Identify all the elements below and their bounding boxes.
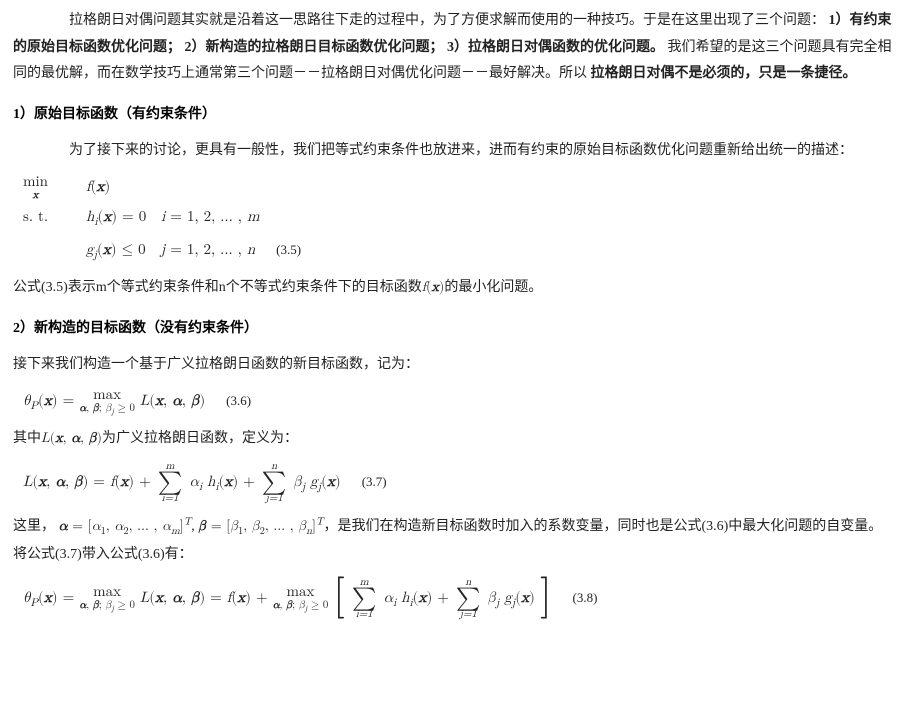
lagrangian-def-intro: 其中L(x, α, β)为广义拉格朗日函数，定义为： xyxy=(13,425,893,453)
plus: + xyxy=(437,590,454,605)
eq-number: (3.8) xyxy=(573,590,598,605)
max-label: max xyxy=(273,584,329,600)
eq-number: (3.7) xyxy=(362,474,387,489)
g-sub: j xyxy=(94,250,97,261)
text: 拉格朗日对偶问题其实就是沿着这一思路往下走的过程中，为了方便求解而使用的一种技巧… xyxy=(69,13,825,28)
sum1-bot: i=1 xyxy=(158,493,183,504)
eq35-explain: 公式(3.5)表示m个等式约束条件和n个不等式约束条件下的目标函数f(x)的最小… xyxy=(13,274,893,302)
bold-item2: 2）新构造的拉格朗日目标函数优化问题； xyxy=(185,40,444,55)
text: 其中 xyxy=(13,431,41,446)
bold-conclusion: 拉格朗日对偶不是必须的，只是一条捷径。 xyxy=(591,66,857,81)
equation-3-6: θP(x) = max α, β; βj ≥ 0 L(x, α, β) (3.6… xyxy=(23,387,893,417)
text: 这里， xyxy=(13,519,55,534)
eq-number: (3.5) xyxy=(276,242,301,257)
section-2-intro: 接下来我们构造一个基于广义拉格朗日函数的新目标函数，记为： xyxy=(13,352,893,379)
text: 为广义拉格朗日函数，定义为： xyxy=(102,431,298,446)
max-label: max xyxy=(79,584,135,600)
equation-3-8: θP(x) = max α, β; βj ≥ 0 L(x, α, β) = f(… xyxy=(23,577,893,621)
equation-3-7: L(x, α, β) = f(x) + m ∑ i=1 αi hi(x) + n… xyxy=(23,461,893,505)
section-1-intro: 为了接下来的讨论，更具有一般性，我们把等式约束条件也放进来，进而有约束的原始目标… xyxy=(13,138,893,165)
h-sub: i xyxy=(94,217,97,228)
section-2-title: 2）新构造的目标函数（没有约束条件） xyxy=(13,316,893,343)
alpha-beta-explain: 这里， α = [α1, α2, … , αm]T, β = [β1, β2, … xyxy=(13,513,893,569)
st-label: s. t. xyxy=(23,203,81,232)
text: 公式(3.5)表示m个等式约束条件和n个不等式约束条件下的目标函数 xyxy=(13,280,422,295)
intro-paragraph: 拉格朗日对偶问题其实就是沿着这一思路往下走的过程中，为了方便求解而使用的一种技巧… xyxy=(13,8,893,88)
g: g xyxy=(86,242,94,257)
eq-number: (3.6) xyxy=(226,393,251,408)
bold-item3: 3）拉格朗日对偶函数的优化问题。 xyxy=(447,40,664,55)
sum2-bot: j=1 xyxy=(456,609,481,620)
sum2-bot: j=1 xyxy=(262,493,287,504)
min-sub: x xyxy=(23,190,48,201)
max-label: max xyxy=(79,387,135,403)
text: 的最小化问题。 xyxy=(444,280,542,295)
section-1-title: 1）原始目标函数（有约束条件） xyxy=(13,102,893,129)
min-label: min xyxy=(23,174,48,190)
equation-3-5: min x f(x) s. t. hi(x) = 0 i = 1, 2, … ,… xyxy=(23,173,893,266)
sum1-bot: i=1 xyxy=(352,609,377,620)
plus: + xyxy=(243,474,260,489)
